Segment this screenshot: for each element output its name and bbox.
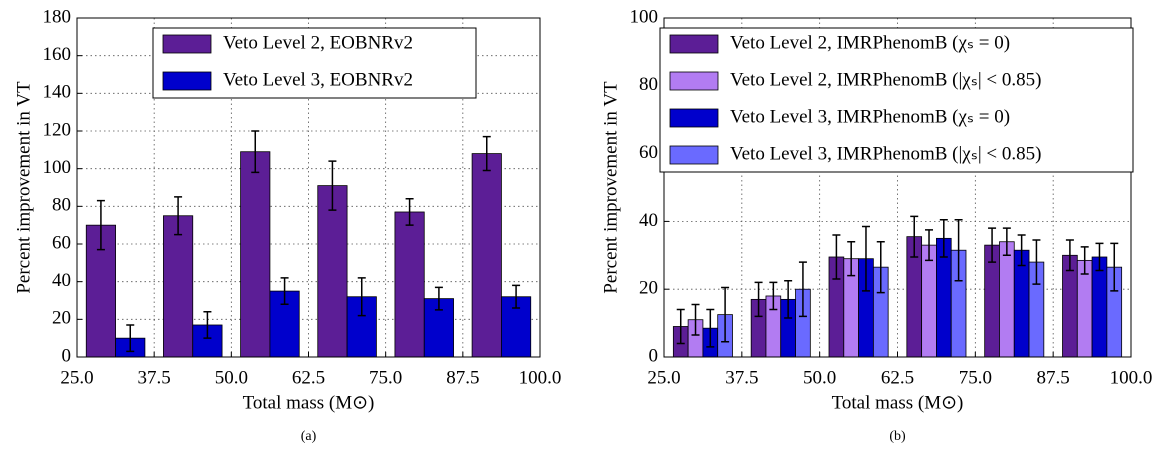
error-bar [939,218,948,258]
caption: (a) [301,429,317,444]
y-tick-label: 40 [639,210,658,231]
bar [1091,256,1108,358]
x-axis-label: Total mass (M⊙) [832,392,964,413]
error-bar [988,227,997,263]
y-tick-label: 120 [43,119,72,140]
bar [921,244,937,358]
y-tick-label: 20 [52,308,71,329]
x-tick-label: 50.0 [803,367,836,388]
error-bar [769,281,778,311]
error-bar [1095,242,1104,272]
legend-swatch [669,71,719,91]
x-tick-label: 62.5 [292,367,325,388]
error-bar [357,277,366,317]
error-bar [798,261,807,318]
error-bar [1032,239,1041,285]
x-tick-label: 37.5 [138,367,171,388]
bar [471,153,502,358]
error-bar [482,135,491,172]
error-bar [1065,239,1074,272]
error-bar [925,229,934,262]
error-bar [676,308,685,345]
error-bar [876,240,885,294]
error-bar [434,286,443,311]
legend-swatch [669,108,719,128]
error-bar [784,279,793,319]
error-bar [691,303,700,336]
y-tick-label: 100 [43,157,72,178]
bar [240,151,271,358]
y-tick-label: 160 [43,44,72,65]
error-bar [280,277,289,306]
x-tick-label: 100.0 [1110,367,1153,388]
x-tick-label: 87.5 [446,367,479,388]
error-bar [512,284,521,309]
y-axis-label: Percent improvement in VT [600,81,621,294]
error-bar [754,281,763,318]
legend-swatch [162,71,212,91]
error-bar [203,311,212,339]
y-tick-label: 100 [630,6,659,27]
x-tick-label: 25.0 [60,367,93,388]
legend-label: Veto Level 3, IMRPhenomB (|χₛ| < 0.85) [730,143,1041,164]
y-tick-label: 40 [52,270,71,291]
x-tick-label: 62.5 [881,367,914,388]
bar [1076,259,1093,358]
error-bar [861,225,870,292]
y-tick-label: 0 [62,345,72,366]
error-bar [405,198,414,226]
legend-swatch [669,145,719,165]
y-tick-label: 80 [52,195,71,216]
caption: (b) [889,429,906,444]
y-tick-label: 60 [639,142,658,163]
error-bar [706,308,715,348]
legend-label: Veto Level 3, IMRPhenomB (χₛ = 0) [730,106,1010,127]
legend-swatch [162,34,212,54]
x-tick-label: 100.0 [519,367,562,388]
x-tick-label: 75.0 [369,367,402,388]
error-bar [328,160,337,211]
legend-label: Veto Level 3, EOBNRv2 [223,69,413,90]
plot-frame [663,17,1132,358]
x-axis-label: Total mass (M⊙) [243,392,375,413]
y-tick-label: 20 [639,278,658,299]
error-bar [832,234,841,280]
bar [317,185,348,358]
x-tick-label: 87.5 [1037,367,1070,388]
error-bar [126,324,135,353]
y-tick-label: 140 [43,82,72,103]
bar [163,215,194,358]
y-tick-label: 80 [639,74,658,95]
bar [394,211,425,358]
legend-frame [659,27,1134,173]
error-bar [1017,234,1026,267]
bar [1013,249,1030,358]
error-bar [251,130,260,174]
error-bar [1110,242,1119,292]
error-bar [96,199,105,251]
error-bar [954,218,963,282]
legend-label: Veto Level 2, IMRPhenomB (χₛ = 0) [730,32,1010,53]
y-tick-label: 180 [43,6,72,27]
x-tick-label: 50.0 [215,367,248,388]
legend-label: Veto Level 2, IMRPhenomB (|χₛ| < 0.85) [730,69,1041,90]
y-tick-label: 0 [649,345,659,366]
error-bar [174,196,183,236]
legend-label: Veto Level 2, EOBNRv2 [223,32,413,53]
x-tick-label: 25.0 [647,367,680,388]
error-bar [721,286,730,343]
legend-swatch [669,34,719,54]
error-bar [1002,227,1011,257]
bar [999,241,1015,358]
error-bar [910,215,919,258]
x-tick-label: 37.5 [725,367,758,388]
plot-frame [76,17,541,358]
y-tick-label: 60 [52,232,71,253]
error-bar [1080,246,1089,275]
y-axis-label: Percent improvement in VT [13,81,34,294]
error-bar [847,240,856,277]
x-tick-label: 75.0 [959,367,992,388]
